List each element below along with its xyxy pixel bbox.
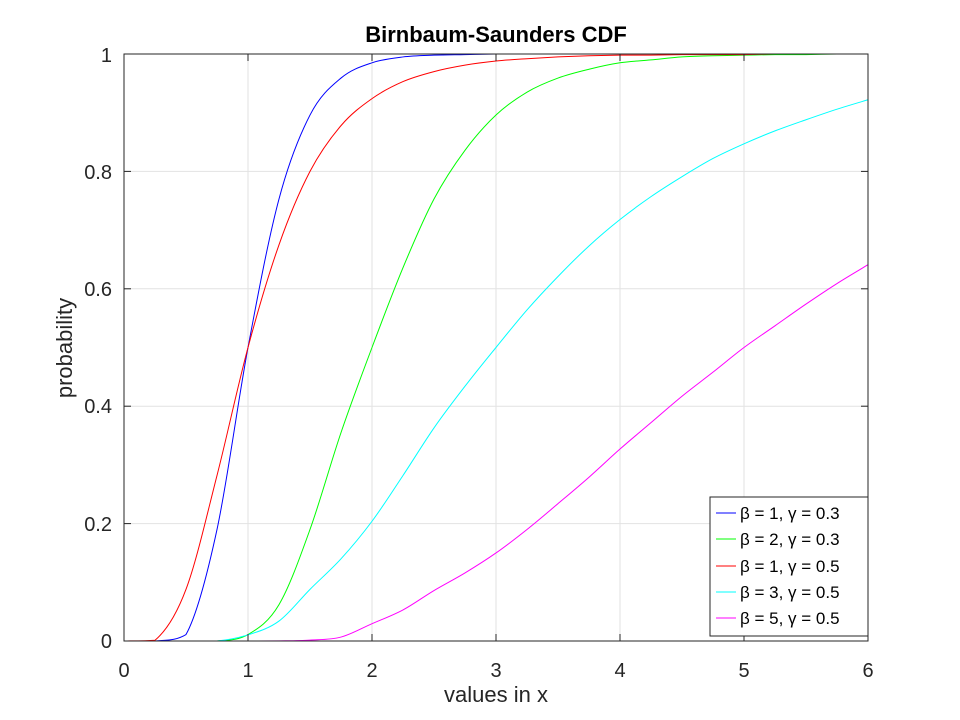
y-tick-label: 0.8 [84,162,112,184]
y-tick-label: 0.6 [84,279,112,301]
x-tick-label: 2 [366,660,377,682]
legend-label-series-5: β = 5, γ = 0.5 [740,609,840,628]
y-tick-label: 0.4 [84,396,112,418]
legend-label-series-4: β = 3, γ = 0.5 [740,583,840,602]
y-tick-label: 1 [101,45,112,67]
series-line-2 [124,53,868,642]
x-tick-label: 5 [738,660,749,682]
legend-label-series-1: β = 1, γ = 0.3 [740,504,840,523]
y-tick-label: 0.2 [84,514,112,536]
legend-label-series-2: β = 2, γ = 0.3 [740,530,840,549]
x-tick-label: 0 [118,660,129,682]
series-line-3 [123,53,868,642]
x-tick-label: 3 [490,660,501,682]
x-tick-label: 1 [242,660,253,682]
legend-label-series-3: β = 1, γ = 0.5 [740,557,840,576]
x-tick-label: 6 [862,660,873,682]
chart-title: Birnbaum-Saunders CDF [365,22,627,47]
y-axis-title: probability [52,298,77,398]
legend: β = 1, γ = 0.3 β = 2, γ = 0.3 β = 1, γ =… [709,496,869,637]
x-tick-labels: 0 1 2 3 4 5 6 [118,660,873,682]
y-tick-labels: 0 0.2 0.4 0.6 0.8 1 [84,45,112,653]
tick-marks [123,53,869,642]
x-tick-label: 4 [614,660,625,682]
x-axis-title: values in x [444,682,548,707]
y-tick-label: 0 [101,631,112,653]
legend-box [709,496,869,637]
